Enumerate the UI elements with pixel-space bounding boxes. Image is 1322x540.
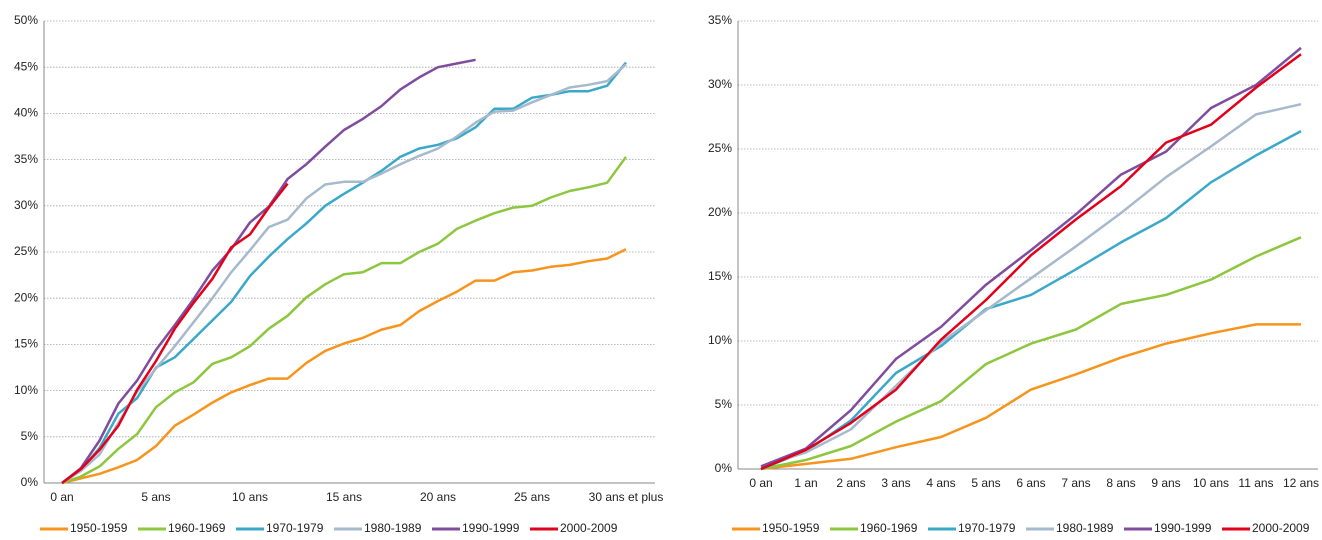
x-tick-label: 12 ans xyxy=(1283,476,1319,490)
x-tick-label: 15 ans xyxy=(326,490,362,504)
legend-label: 1970-1979 xyxy=(958,521,1016,535)
series-line xyxy=(61,63,627,485)
x-tick-label: 2 ans xyxy=(836,476,865,490)
x-tick-label: 4 ans xyxy=(926,476,955,490)
series-line xyxy=(760,323,1301,471)
legend-label: 2000-2009 xyxy=(1252,521,1310,535)
x-tick-label: 25 ans xyxy=(514,490,550,504)
legend-label: 1960-1969 xyxy=(860,521,918,535)
x-tick-label: 0 an xyxy=(749,476,772,490)
y-tick-label: 10% xyxy=(14,383,38,397)
x-tick-label: 8 ans xyxy=(1106,476,1135,490)
series-line xyxy=(61,156,628,485)
y-tick-label: 25% xyxy=(14,244,38,258)
legend-label: 1960-1969 xyxy=(168,521,226,535)
series-line xyxy=(760,236,1302,471)
y-tick-label: 35% xyxy=(14,152,38,166)
legend-label: 1950-1959 xyxy=(762,521,820,535)
legend-label: 2000-2009 xyxy=(560,521,618,535)
series-line xyxy=(61,182,289,485)
legend-label: 1990-1999 xyxy=(1154,521,1212,535)
series-line xyxy=(760,53,1302,471)
y-tick-label: 45% xyxy=(14,59,38,73)
y-tick-label: 30% xyxy=(708,77,732,91)
y-tick-label: 0% xyxy=(21,475,39,489)
x-tick-label: 10 ans xyxy=(1193,476,1229,490)
y-tick-label: 50% xyxy=(14,13,38,27)
x-tick-label: 11 ans xyxy=(1238,476,1273,490)
legend-label: 1990-1999 xyxy=(462,521,520,535)
series-line xyxy=(760,102,1302,468)
y-tick-label: 40% xyxy=(14,106,38,120)
x-tick-label: 10 ans xyxy=(232,490,268,504)
series-line xyxy=(61,248,627,485)
y-tick-label: 35% xyxy=(708,13,732,27)
x-tick-label: 5 ans xyxy=(141,490,170,504)
legend-label: 1980-1989 xyxy=(364,521,422,535)
y-tick-label: 0% xyxy=(715,461,733,475)
y-tick-label: 20% xyxy=(708,205,732,219)
x-tick-label: 30 ans et plus xyxy=(589,490,664,504)
legend-label: 1970-1979 xyxy=(266,521,324,535)
legend-label: 1950-1959 xyxy=(70,521,128,535)
y-tick-label: 30% xyxy=(14,198,38,212)
y-tick-label: 25% xyxy=(708,141,732,155)
series-line xyxy=(61,58,476,484)
x-tick-label: 0 an xyxy=(50,490,73,504)
x-tick-label: 9 ans xyxy=(1151,476,1180,490)
x-tick-label: 3 ans xyxy=(881,476,910,490)
x-tick-label: 20 ans xyxy=(420,490,456,504)
series-line xyxy=(760,46,1302,468)
y-tick-label: 10% xyxy=(708,333,732,347)
y-tick-label: 20% xyxy=(14,290,38,304)
x-tick-label: 7 ans xyxy=(1061,476,1090,490)
y-tick-label: 15% xyxy=(14,337,38,351)
y-tick-label: 5% xyxy=(21,429,39,443)
x-tick-label: 6 ans xyxy=(1016,476,1045,490)
x-tick-label: 5 ans xyxy=(971,476,1000,490)
series-line xyxy=(760,130,1302,471)
y-tick-label: 5% xyxy=(715,397,733,411)
legend-label: 1980-1989 xyxy=(1056,521,1114,535)
x-tick-label: 1 an xyxy=(794,476,817,490)
y-tick-label: 15% xyxy=(708,269,732,283)
